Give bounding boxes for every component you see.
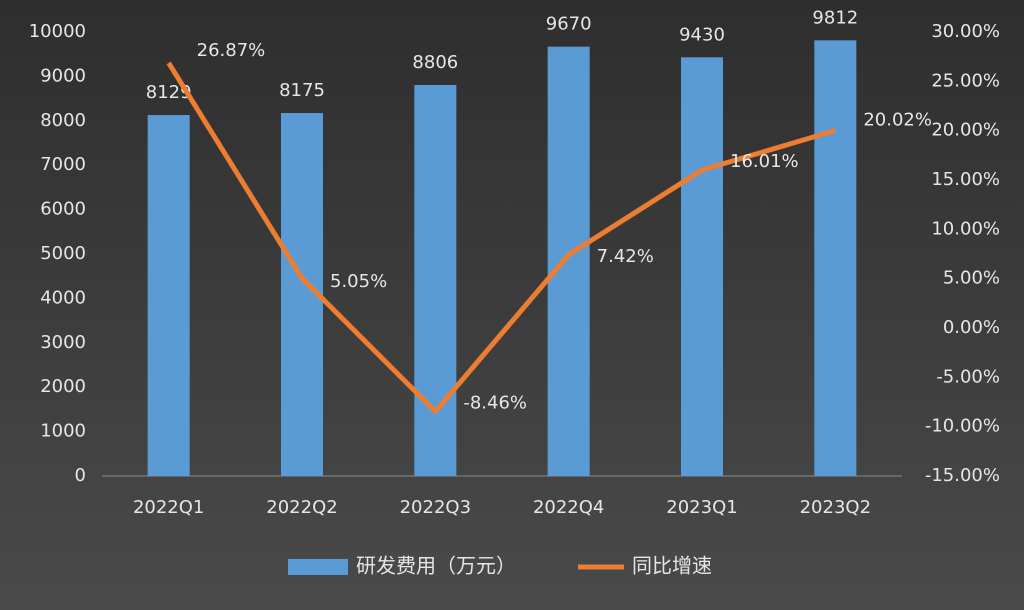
y2-tick-label: 5.00% [943,268,1000,289]
bar [814,40,857,476]
x-tick-label: 2023Q1 [666,497,737,518]
line [166,61,837,414]
y-tick-label: 0 [75,465,86,486]
line-value-label: 5.05% [330,271,387,292]
line-value-label: 20.02% [863,109,932,130]
y-tick-label: 10000 [29,21,86,42]
line-value-label: 16.01% [730,151,799,172]
bar-value-label: 8806 [412,52,458,73]
y-tick-label: 6000 [40,199,86,220]
bar [547,46,590,476]
bar-value-label: 9812 [812,7,858,28]
y-tick-label: 5000 [40,243,86,264]
y2-tick-label: 25.00% [931,70,1000,91]
legend-label: 同比增速 [632,554,712,578]
bar-value-label: 8175 [279,80,325,101]
x-tick-label: 2022Q4 [533,497,604,518]
y-tick-label: 3000 [40,332,86,353]
y2-tick-label: 0.00% [943,317,1000,338]
line-value-label: -8.46% [463,392,527,413]
y2-tick-label: 30.00% [931,21,1000,42]
bar [414,85,457,476]
x-tick-label: 2022Q1 [133,497,204,518]
bar-value-label: 9670 [546,14,592,35]
bar-value-label: 9430 [679,24,725,45]
y-tick-label: 2000 [40,376,86,397]
y-tick-label: 4000 [40,287,86,308]
legend-label: 研发费用（万元） [356,554,516,578]
line-value-label: 7.42% [597,246,654,267]
y2-tick-label: 10.00% [931,218,1000,239]
bar [681,57,723,477]
legend-swatch [288,559,348,575]
y-tick-label: 9000 [40,65,86,86]
y-tick-label: 7000 [40,154,86,175]
y-tick-label: 8000 [40,110,86,131]
y-tick-label: 1000 [40,421,86,442]
bar-value-label: 8129 [146,82,192,103]
y2-tick-label: -5.00% [936,366,1000,387]
y2-tick-label: -15.00% [925,465,1000,486]
bar [147,115,190,477]
y2-tick-label: 20.00% [931,120,1000,141]
x-tick-label: 2022Q3 [400,497,471,518]
line-value-label: 26.87% [197,40,266,61]
x-tick-label: 2023Q2 [800,497,871,518]
y2-tick-label: -10.00% [925,416,1000,437]
x-tick-label: 2022Q2 [266,497,337,518]
y2-tick-label: 15.00% [931,169,1000,190]
